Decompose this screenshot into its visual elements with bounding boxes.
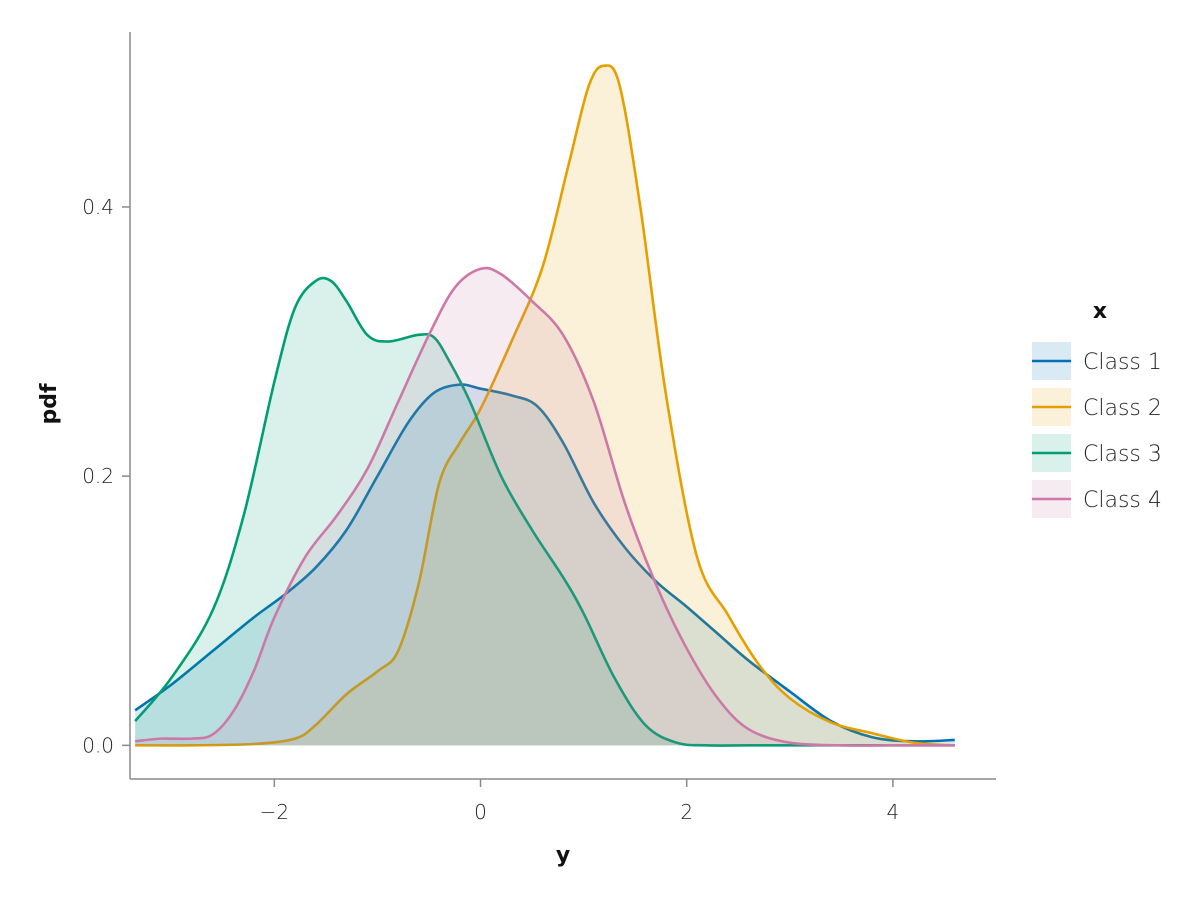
series-layer — [134, 64, 955, 747]
line-class-4 — [135, 266, 955, 747]
y-axis-label: pdf — [37, 383, 62, 424]
axes-layer: −2 0 2 4 0.0 0.2 0.4 — [82, 32, 996, 824]
line-class-2 — [135, 64, 955, 747]
legend-label-class-1: Class 1 — [1083, 350, 1162, 375]
x-tick-label: 4 — [887, 800, 900, 824]
legend-label-class-2: Class 2 — [1083, 396, 1162, 421]
legend-label-class-3: Class 3 — [1083, 442, 1162, 467]
line-class-1 — [134, 383, 955, 743]
legend-title: x — [1093, 299, 1107, 324]
area-class-2 — [135, 65, 955, 746]
x-tick-label: 0 — [474, 800, 487, 824]
y-tick-label: 0.0 — [82, 733, 114, 757]
y-tick-label: 0.4 — [82, 195, 114, 219]
x-tick-label: 2 — [680, 800, 693, 824]
area-class-4 — [135, 268, 955, 746]
legend-label-class-4: Class 4 — [1083, 488, 1162, 513]
x-tick-label: −2 — [260, 800, 289, 824]
y-tick-label: 0.2 — [82, 464, 114, 488]
legend: x Class 1 Class 2 Class 3 Class 4 — [1032, 299, 1162, 518]
x-axis-label: y — [556, 843, 570, 868]
area-class-3 — [135, 278, 955, 746]
line-class-3 — [134, 276, 955, 747]
area-class-1 — [135, 384, 955, 746]
